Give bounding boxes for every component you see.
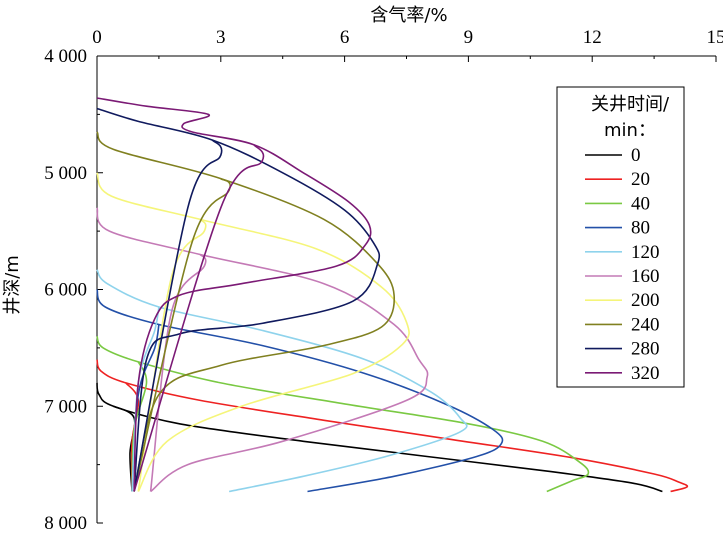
legend-label-80: 80 [631, 218, 650, 239]
series-line-0 [96, 382, 663, 493]
y-tick-label: 8 000 [44, 513, 87, 534]
legend: 关井时间/ min： 0 20 40 80 120 160 200 240 280 320 [556, 86, 685, 388]
legend-label-320: 320 [631, 363, 660, 384]
legend-title-line1: 关井时间/ [591, 94, 670, 115]
axes: 0 3 6 9 12 15 4 000 5 000 6 000 7 000 8 000 [44, 27, 723, 534]
legend-label-200: 200 [631, 290, 660, 311]
y-tick-label: 6 000 [44, 280, 87, 301]
plot-area [96, 97, 689, 493]
series-line-40 [96, 335, 590, 493]
legend-label-20: 20 [631, 169, 650, 190]
legend-box [556, 86, 685, 388]
y-axis-title: 井深/m [2, 255, 23, 315]
series-tail-240 [133, 177, 231, 492]
legend-label-240: 240 [631, 314, 660, 335]
series-line-20 [96, 359, 689, 493]
legend-title-line2: min： [604, 120, 656, 141]
y-tick-label: 5 000 [44, 163, 87, 184]
series-tail-120 [131, 306, 160, 492]
x-tick-label: 9 [464, 27, 474, 48]
series-line-320 [96, 97, 372, 492]
legend-label-120: 120 [631, 242, 660, 263]
legend-label-280: 280 [631, 339, 660, 360]
x-tick-label: 6 [340, 27, 350, 48]
legend-label-40: 40 [631, 193, 650, 214]
series-tail-280 [133, 139, 223, 492]
series-line-240 [96, 131, 396, 492]
series-line-200 [96, 172, 410, 492]
series-line-120 [96, 269, 468, 493]
x-tick-label: 0 [92, 27, 102, 48]
y-tick-label: 4 000 [44, 46, 87, 67]
legend-label-160: 160 [631, 266, 660, 287]
series-tail-320 [133, 144, 265, 492]
legend-items: 0 20 40 80 120 160 200 240 280 320 [585, 145, 660, 384]
x-tick-label: 3 [216, 27, 226, 48]
series-line-280 [96, 107, 381, 492]
y-tick-label: 7 000 [44, 396, 87, 417]
x-tick-label: 12 [583, 27, 602, 48]
x-tick-label: 15 [707, 27, 723, 48]
legend-label-0: 0 [631, 145, 641, 166]
x-axis-title: 含气率/% [370, 5, 447, 26]
